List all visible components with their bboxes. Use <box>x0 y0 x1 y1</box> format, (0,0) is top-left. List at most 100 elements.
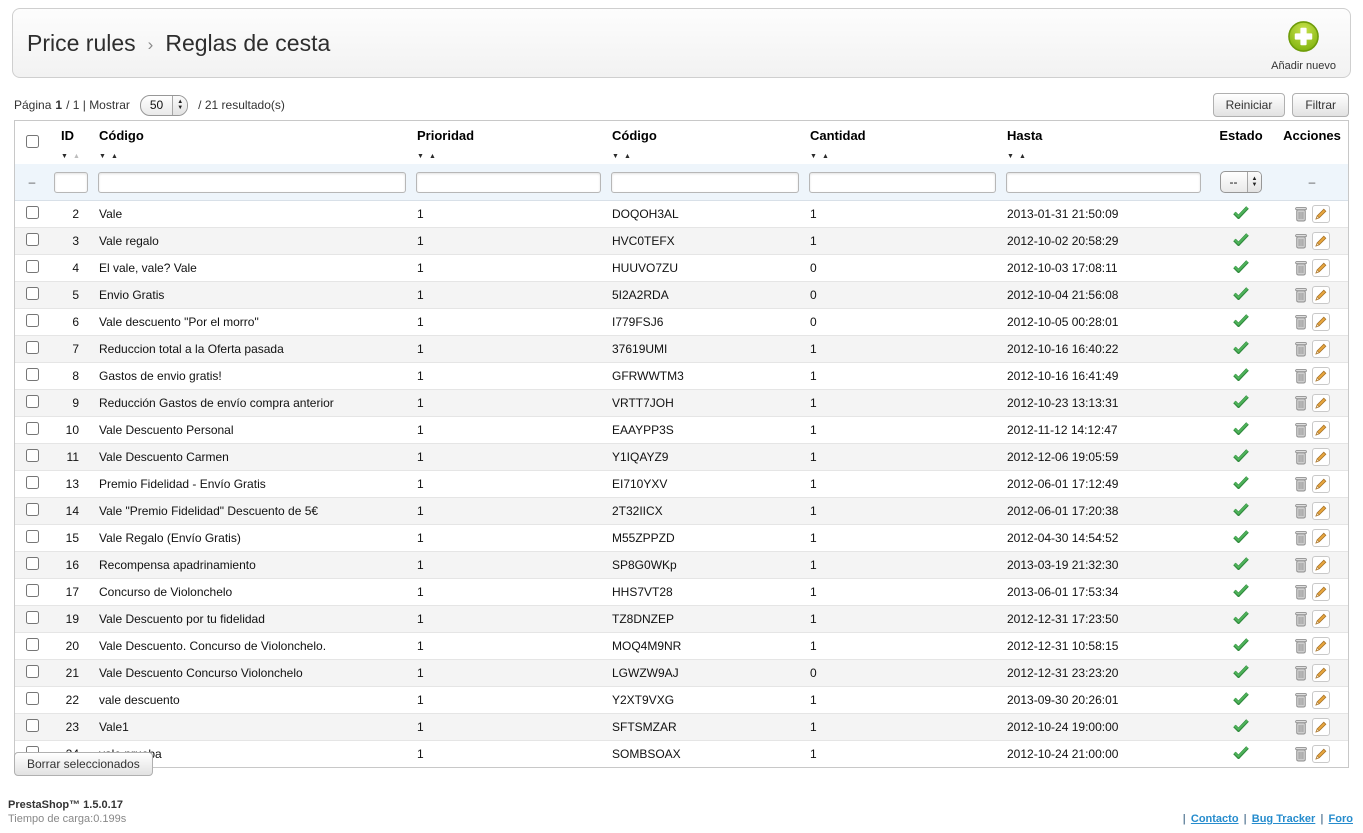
sort-desc-icon[interactable]: ▼ <box>810 153 817 160</box>
delete-row-icon[interactable] <box>1294 665 1307 681</box>
status-enabled-icon[interactable] <box>1233 449 1249 465</box>
row-checkbox[interactable] <box>25 719 39 732</box>
status-enabled-icon[interactable] <box>1233 557 1249 573</box>
edit-row-icon[interactable] <box>1311 340 1330 358</box>
row-checkbox[interactable] <box>25 638 39 651</box>
row-checkbox[interactable] <box>25 206 39 219</box>
table-row[interactable]: 24 vale prueba 1 SOMBSOAX 1 2012-10-24 2… <box>15 740 1348 767</box>
delete-row-icon[interactable] <box>1294 260 1307 276</box>
status-enabled-icon[interactable] <box>1233 206 1249 222</box>
delete-row-icon[interactable] <box>1294 287 1307 303</box>
filter-quantity-input[interactable] <box>809 171 996 193</box>
edit-row-icon[interactable] <box>1311 286 1330 304</box>
delete-row-icon[interactable] <box>1294 233 1307 249</box>
table-row[interactable]: 7 Reduccion total a la Oferta pasada 1 3… <box>15 335 1348 363</box>
delete-row-icon[interactable] <box>1294 611 1307 627</box>
edit-row-icon[interactable] <box>1311 205 1330 223</box>
delete-row-icon[interactable] <box>1294 503 1307 519</box>
edit-row-icon[interactable] <box>1311 421 1330 439</box>
delete-row-icon[interactable] <box>1294 746 1307 762</box>
delete-row-icon[interactable] <box>1294 557 1307 573</box>
status-enabled-icon[interactable] <box>1233 314 1249 330</box>
status-enabled-icon[interactable] <box>1233 719 1249 735</box>
table-row[interactable]: 8 Gastos de envio gratis! 1 GFRWWTM3 1 2… <box>15 362 1348 390</box>
row-checkbox[interactable] <box>25 530 39 543</box>
delete-row-icon[interactable] <box>1294 341 1307 357</box>
row-checkbox[interactable] <box>25 341 39 354</box>
table-row[interactable]: 20 Vale Descuento. Concurso de Violonche… <box>15 632 1348 660</box>
edit-row-icon[interactable] <box>1311 259 1330 277</box>
status-enabled-icon[interactable] <box>1233 692 1249 708</box>
delete-row-icon[interactable] <box>1294 584 1307 600</box>
sort-desc-icon[interactable]: ▼ <box>61 153 68 160</box>
row-checkbox[interactable] <box>25 611 39 624</box>
status-enabled-icon[interactable] <box>1233 287 1249 303</box>
edit-row-icon[interactable] <box>1311 394 1330 412</box>
row-checkbox[interactable] <box>25 449 39 462</box>
sort-desc-icon[interactable]: ▼ <box>417 153 424 160</box>
delete-row-icon[interactable] <box>1294 719 1307 735</box>
table-row[interactable]: 6 Vale descuento "Por el morro" 1 I779FS… <box>15 308 1348 336</box>
status-enabled-icon[interactable] <box>1233 341 1249 357</box>
table-row[interactable]: 19 Vale Descuento por tu fidelidad 1 TZ8… <box>15 605 1348 633</box>
filter-code-input[interactable] <box>611 171 799 193</box>
row-checkbox[interactable] <box>25 287 39 300</box>
table-row[interactable]: 3 Vale regalo 1 HVC0TEFX 1 2012-10-02 20… <box>15 227 1348 255</box>
edit-row-icon[interactable] <box>1311 502 1330 520</box>
table-row[interactable]: 4 El vale, vale? Vale 1 HUUVO7ZU 0 2012-… <box>15 254 1348 282</box>
table-row[interactable]: 5 Envio Gratis 1 5I2A2RDA 0 2012-10-04 2… <box>15 281 1348 309</box>
table-row[interactable]: 15 Vale Regalo (Envío Gratis) 1 M55ZPPZD… <box>15 524 1348 552</box>
table-row[interactable]: 14 Vale "Premio Fidelidad" Descuento de … <box>15 497 1348 525</box>
filter-priority-input[interactable] <box>416 171 601 193</box>
page-size-select[interactable]: 50 ▲ ▼ <box>139 94 189 116</box>
sort-asc-icon[interactable]: ▲ <box>821 153 829 160</box>
edit-row-icon[interactable] <box>1311 313 1330 331</box>
delete-row-icon[interactable] <box>1294 530 1307 546</box>
edit-row-icon[interactable] <box>1311 475 1330 493</box>
delete-row-icon[interactable] <box>1294 314 1307 330</box>
sort-desc-icon[interactable]: ▼ <box>99 153 106 160</box>
row-checkbox[interactable] <box>25 692 39 705</box>
status-enabled-icon[interactable] <box>1233 638 1249 654</box>
delete-row-icon[interactable] <box>1294 449 1307 465</box>
row-checkbox[interactable] <box>25 557 39 570</box>
delete-row-icon[interactable] <box>1294 395 1307 411</box>
table-row[interactable]: 13 Premio Fidelidad - Envío Gratis 1 EI7… <box>15 470 1348 498</box>
table-row[interactable]: 9 Reducción Gastos de envío compra anter… <box>15 389 1348 417</box>
reset-button[interactable]: Reiniciar <box>1212 93 1286 117</box>
edit-row-icon[interactable] <box>1311 610 1330 628</box>
edit-row-icon[interactable] <box>1311 583 1330 601</box>
edit-row-icon[interactable] <box>1311 367 1330 385</box>
delete-selected-button[interactable]: Borrar seleccionados <box>14 752 153 776</box>
status-enabled-icon[interactable] <box>1233 665 1249 681</box>
footer-link-contacto[interactable]: Contacto <box>1190 813 1239 825</box>
status-enabled-icon[interactable] <box>1233 530 1249 546</box>
sort-arrows[interactable]: ▼ ▲ <box>612 146 798 161</box>
sort-asc-icon[interactable]: ▲ <box>428 153 436 160</box>
row-checkbox[interactable] <box>25 503 39 516</box>
edit-row-icon[interactable] <box>1311 232 1330 250</box>
table-row[interactable]: 21 Vale Descuento Concurso Violonchelo 1… <box>15 659 1348 687</box>
row-checkbox[interactable] <box>25 314 39 327</box>
column-header-quantity[interactable]: Cantidad ▼ ▲ <box>804 121 1001 164</box>
sort-arrows[interactable]: ▼ ▲ <box>810 146 995 161</box>
table-row[interactable]: 2 Vale 1 DOQOH3AL 1 2013-01-31 21:50:09 <box>15 201 1348 228</box>
row-checkbox[interactable] <box>25 476 39 489</box>
sort-desc-icon[interactable]: ▼ <box>1007 153 1014 160</box>
filter-button[interactable]: Filtrar <box>1292 93 1349 117</box>
column-header-id[interactable]: ID ▼ ▲ <box>49 121 93 164</box>
add-new-button[interactable]: Añadir nuevo <box>1271 20 1336 72</box>
table-row[interactable]: 22 vale descuento 1 Y2XT9VXG 1 2013-09-3… <box>15 686 1348 714</box>
delete-row-icon[interactable] <box>1294 206 1307 222</box>
row-checkbox[interactable] <box>25 422 39 435</box>
edit-row-icon[interactable] <box>1311 664 1330 682</box>
sort-arrows[interactable]: ▼ ▲ <box>417 146 600 161</box>
table-row[interactable]: 23 Vale1 1 SFTSMZAR 1 2012-10-24 19:00:0… <box>15 713 1348 741</box>
sort-arrows[interactable]: ▼ ▲ <box>99 146 405 161</box>
row-checkbox[interactable] <box>25 368 39 381</box>
edit-row-icon[interactable] <box>1311 691 1330 709</box>
status-enabled-icon[interactable] <box>1233 611 1249 627</box>
delete-row-icon[interactable] <box>1294 422 1307 438</box>
status-enabled-icon[interactable] <box>1233 233 1249 249</box>
status-enabled-icon[interactable] <box>1233 422 1249 438</box>
